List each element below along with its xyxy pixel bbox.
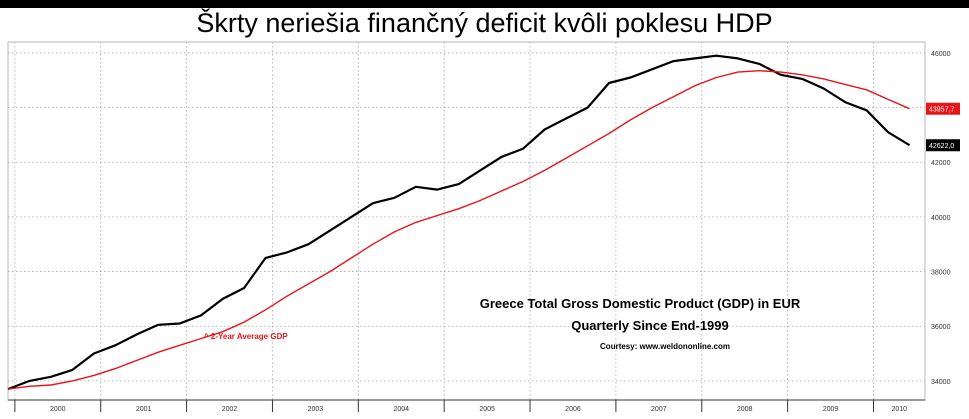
gridlines <box>8 42 925 400</box>
y-tick-label: 38000 <box>931 270 951 277</box>
x-tick-label: 2005 <box>479 406 495 413</box>
chart-credit: Courtesy: www.weldononline.com <box>600 342 730 351</box>
last-value-tag <box>926 139 960 152</box>
x-tick-label: 2010 <box>891 406 907 413</box>
x-tick-label: 2008 <box>737 406 753 413</box>
two-year-average-line <box>7 69 910 390</box>
slide-title: Škrty neriešia finančný deficit kvôli po… <box>196 8 773 38</box>
chart-subtitle: Quarterly Since End-1999 <box>571 318 729 333</box>
plot-area <box>7 41 926 401</box>
chart-title: Greece Total Gross Domestic Product (GDP… <box>480 296 801 311</box>
axis-ticks: 3400036000380004000042000440004600020002… <box>8 51 951 413</box>
last-value-label: 43957,7 <box>929 107 954 114</box>
y-tick-label: 40000 <box>931 215 951 222</box>
last-value-labels: 43957,7 42622,0 <box>926 102 960 152</box>
gdp-series-line <box>7 54 911 391</box>
x-tick-label: 2004 <box>393 406 409 413</box>
x-tick-label: 2009 <box>823 406 839 413</box>
x-tick-label: 2003 <box>308 406 324 413</box>
y-tick-label: 42000 <box>931 160 951 167</box>
x-tick-label: 2001 <box>136 406 152 413</box>
top-bar <box>0 0 969 8</box>
series-annotation: ^ 2-Year Average GDP <box>204 332 288 341</box>
y-tick-label: 34000 <box>931 379 951 386</box>
last-value-tag <box>926 102 960 115</box>
y-tick-label: 36000 <box>931 324 951 331</box>
x-tick-label: 2000 <box>50 406 66 413</box>
x-tick-label: 2006 <box>565 406 581 413</box>
x-tick-label: 2007 <box>651 406 667 413</box>
last-value-label: 42622,0 <box>929 143 954 150</box>
series-lines <box>7 54 911 391</box>
y-tick-label: 46000 <box>931 51 951 58</box>
x-tick-label: 2002 <box>222 406 238 413</box>
